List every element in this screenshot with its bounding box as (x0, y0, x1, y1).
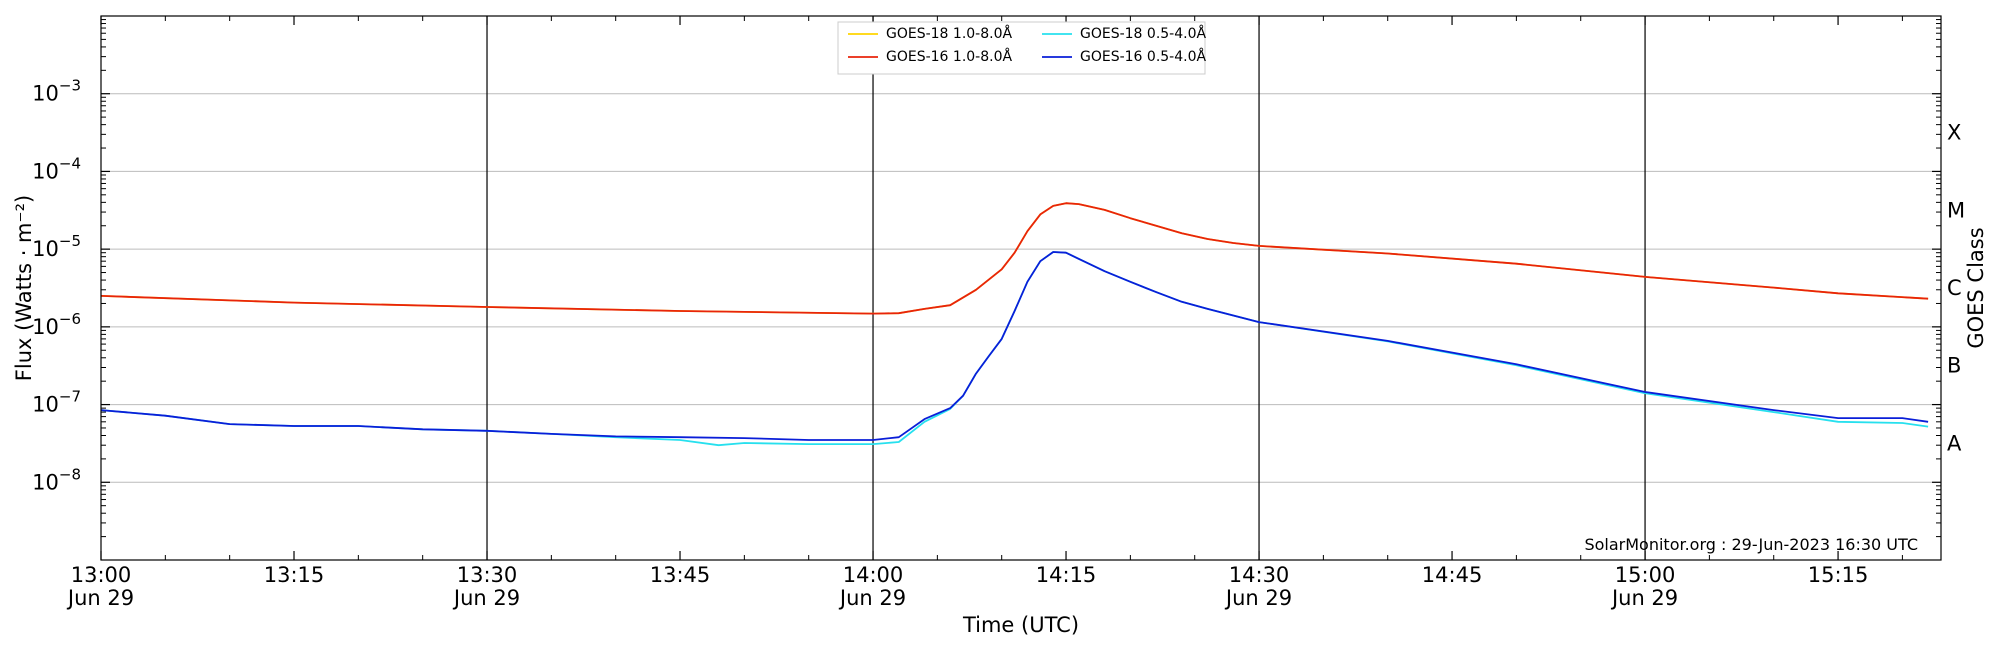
y-tick-base: 10 (32, 393, 59, 417)
y-tick-label: 10−4 (32, 154, 81, 183)
legend-label-1: GOES-18 1.0-8.0Å (886, 25, 1012, 42)
legend-label-3: GOES-18 0.5-4.0Å (1080, 25, 1206, 42)
y-tick-label: 10−5 (32, 232, 81, 261)
major-time-lines (486, 16, 1646, 560)
x-tick-date-label: Jun 29 (1224, 586, 1292, 610)
x-tick-label: 14:30 (1229, 563, 1290, 587)
goes-class-label: X (1947, 121, 1961, 145)
legend-box (837, 21, 1206, 75)
series-line-4 (100, 251, 1929, 441)
y-tick-label: 10−8 (32, 465, 81, 494)
x-tick-date-label: Jun 29 (452, 586, 520, 610)
x-axis-title: Time (UTC) (962, 613, 1079, 637)
y-tick-label: 10−6 (32, 310, 81, 339)
y-axis-ticks: 10−810−710−610−510−410−3 (32, 19, 1941, 538)
y-tick-base: 10 (32, 82, 59, 106)
x-tick-label: 13:45 (650, 563, 711, 587)
goes-class-label: M (1947, 198, 1965, 222)
x-tick-label: 13:30 (457, 563, 518, 587)
legend-label-4: GOES-16 0.5-4.0Å (1080, 48, 1206, 65)
y-tick-exponent: −4 (59, 154, 81, 172)
right-axis-title: GOES Class (1964, 227, 1988, 348)
y-tick-base: 10 (32, 237, 59, 261)
y-tick-base: 10 (32, 315, 59, 339)
y-tick-exponent: −8 (59, 465, 81, 483)
x-tick-label: 15:15 (1808, 563, 1869, 587)
x-tick-label: 14:00 (843, 563, 904, 587)
goes-class-label: A (1947, 431, 1962, 455)
series-lines (100, 202, 1929, 447)
y-tick-label: 10−7 (32, 388, 81, 417)
goes-class-labels: A B C M X (1947, 121, 1965, 456)
x-tick-date-label: Jun 29 (66, 586, 134, 610)
y-tick-base: 10 (32, 470, 59, 494)
y-tick-exponent: −6 (59, 310, 81, 328)
x-tick-label: 15:00 (1615, 563, 1676, 587)
y-tick-exponent: −7 (59, 388, 81, 406)
x-tick-label: 14:15 (1036, 563, 1097, 587)
goes-class-label: C (1947, 276, 1962, 300)
x-tick-label: 14:45 (1422, 563, 1483, 587)
plot-frame (100, 15, 1942, 561)
legend-label-2: GOES-16 1.0-8.0Å (886, 48, 1012, 65)
y-tick-label: 10−3 (32, 77, 81, 106)
x-tick-label: 13:00 (71, 563, 132, 587)
grid-lines (101, 93, 1941, 483)
y-tick-exponent: −3 (59, 77, 81, 95)
series-line-2 (100, 202, 1929, 315)
y-axis-title: Flux (Watts · m⁻²) (12, 195, 36, 381)
credit-annotation: SolarMonitor.org : 29-Jun-2023 16:30 UTC (1584, 535, 1918, 554)
x-tick-label: 13:15 (264, 563, 325, 587)
x-tick-date-label: Jun 29 (838, 586, 906, 610)
y-tick-exponent: −5 (59, 232, 81, 250)
x-tick-date-label: Jun 29 (1610, 586, 1678, 610)
goes-class-label: B (1947, 354, 1961, 378)
y-tick-base: 10 (32, 159, 59, 183)
legend: GOES-18 1.0-8.0Å GOES-16 1.0-8.0Å GOES-18 … (837, 21, 1206, 75)
